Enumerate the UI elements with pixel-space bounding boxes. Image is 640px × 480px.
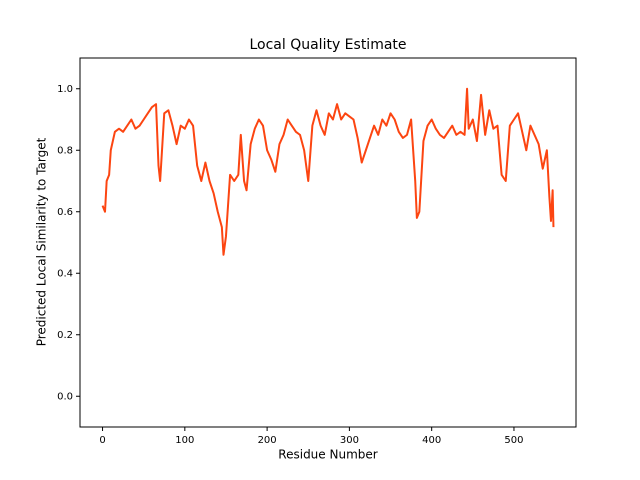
y-tick-label: 1.0 xyxy=(57,84,73,95)
y-axis-label: Predicted Local Similarity to Target xyxy=(35,137,49,346)
x-axis-label: Residue Number xyxy=(278,448,377,462)
y-tick-label: 0.0 xyxy=(57,391,73,402)
x-tick-label: 500 xyxy=(504,435,523,446)
y-tick-label: 0.6 xyxy=(57,207,73,218)
x-tick-label: 0 xyxy=(99,435,105,446)
x-tick-label: 200 xyxy=(258,435,277,446)
y-tick-label: 0.8 xyxy=(57,145,73,156)
y-tick-label: 0.2 xyxy=(57,330,73,341)
x-tick-label: 300 xyxy=(340,435,359,446)
series-line xyxy=(101,87,555,256)
x-tick-label: 100 xyxy=(175,435,194,446)
x-tick-label: 400 xyxy=(422,435,441,446)
y-tick-label: 0.4 xyxy=(57,268,73,279)
chart-title: Local Quality Estimate xyxy=(249,37,406,53)
plot-frame xyxy=(79,57,577,428)
